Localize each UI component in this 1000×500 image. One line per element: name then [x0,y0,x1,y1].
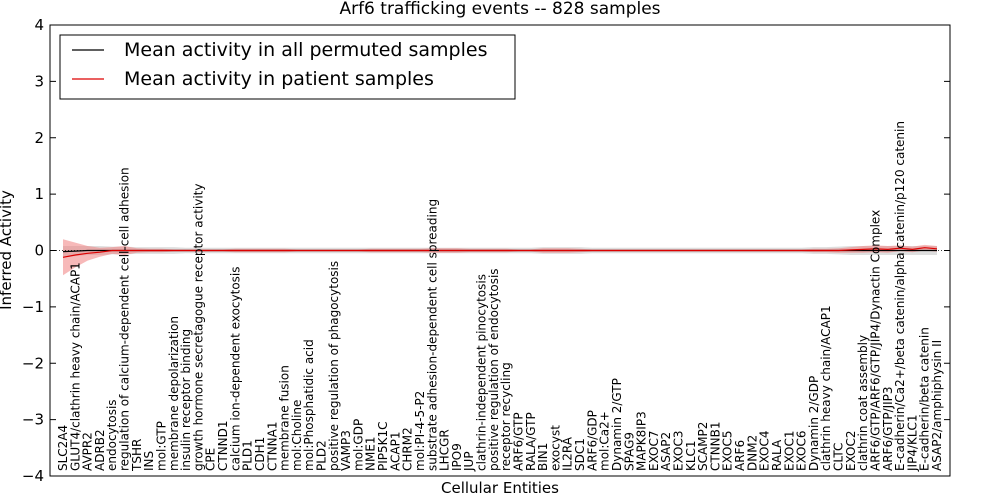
x-tick-label: mol:PI-4-5-P2 [413,391,427,471]
x-tick-label: EXOC5 [721,431,735,472]
x-tick-label: VAMP3 [339,430,353,471]
series-line-1 [62,247,938,258]
x-tick-label: SPAG9 [622,432,636,471]
x-tick-label: receptor recycling [499,362,513,471]
y-tick-label: −2 [22,354,44,372]
x-tick-label: mol:Ca2+ [598,411,612,471]
x-tick-label: CDH1 [253,437,267,471]
x-tick-label: ARF6/GTP/JIP3 [881,386,895,471]
x-tick-label: BIN1 [536,443,550,471]
y-tick-label: 2 [34,129,44,147]
x-tick-label: DNM2 [745,435,759,471]
x-tick-label: GLUT4/clathrin heavy chain/ACAP1 [68,262,82,471]
x-tick-label: ACAP1 [388,432,402,471]
y-tick-label: −1 [22,298,44,316]
x-tick-label: CTNND1 [216,420,230,471]
x-tick-label: CTNNA1 [265,421,279,471]
x-tick-label: ARF6/GTP/ARF6/GTP/JIP4/Dynactin Complex [869,210,883,471]
x-tick-label: mol:GTP [155,421,169,471]
x-tick-label: ASAP2 [659,432,673,471]
confidence-bands [63,239,937,276]
x-tick-label: INS [142,451,156,471]
x-tick-label: E-cadherin/Ca2+/beta catenin/alpha caten… [893,121,907,471]
x-tick-label: CHRM2 [401,427,415,471]
x-tick-label: ARF6/GTP [512,412,526,471]
x-tick-label: E-cadherin/beta catenin [918,327,932,471]
x-axis-label: Cellular Entities [441,479,559,497]
y-tick-label: 0 [34,242,44,260]
y-axis-label: Inferred Activity [0,190,15,310]
legend-label-0: Mean activity in all permuted samples [124,39,487,61]
y-tick-label: 3 [34,72,44,90]
x-tick-label: positive regulation of phagocytosis [327,261,341,471]
x-tick-label: ASAP2/amphiphysin II [930,340,944,471]
x-tick-label: positive regulation of endocytosis [487,268,501,471]
x-tick-label: IPO9 [450,443,464,471]
x-tick-label: EXOC1 [782,431,796,472]
x-tick-label: CTNNB1 [708,421,722,471]
legend-label-1: Mean activity in patient samples [124,68,434,90]
x-tick-label: SCAMP2 [696,422,710,471]
x-tick-label: AVPR2 [81,432,95,471]
x-tick-label: mol:Choline [290,400,304,471]
x-tick-label: insulin receptor binding [179,329,193,471]
x-tick-label: clathrin heavy chain/ACAP1 [819,305,833,471]
x-tick-label: IL2RA [561,436,575,471]
x-tick-label: exocyst [548,425,562,471]
x-tick-label: TSHR [130,439,144,472]
x-tick-label: SDC1 [573,438,587,471]
x-tick-label: PLD1 [241,440,255,471]
x-tick-label: EXOC4 [758,431,772,472]
x-tick-label: growth hormone secretagogue receptor act… [191,184,205,471]
legend-box [59,34,516,100]
legend: Mean activity in all permuted samples Mea… [59,34,516,100]
x-tick-label: EXOC7 [647,431,661,472]
x-tick-label: SLC2A4 [56,425,70,471]
x-tick-label: Dynamin 2/GDP [807,376,821,471]
x-tick-label: ARF6/GDP [585,410,599,471]
x-tick-label: clathrin coat assembly [856,335,870,471]
x-tick-label: PLD2 [315,440,329,471]
y-tick-label: −3 [22,411,44,429]
x-tick-label: JIP4/KLC1 [905,414,919,472]
plot-frame [49,24,951,477]
x-tick-label: RALA [770,439,784,471]
x-tick-label: EXOC6 [795,431,809,472]
x-tick-label: substrate adhesion-dependent cell spread… [425,199,439,471]
x-tick-label: membrane depolarization [167,316,181,471]
x-tick-label: JUP [462,451,476,472]
x-tick-label: NME1 [364,436,378,471]
x-tick-label: ARF6 [733,440,747,471]
x-tick-label: membrane fusion [278,365,292,471]
x-tick-label: EXOC3 [672,431,686,472]
x-tick-label: LHCGR [438,429,452,471]
x-tick-label: RALA/GTP [524,412,538,471]
y-tick-label: 1 [34,185,44,203]
x-tick-label: CPE [204,448,218,471]
series-lines [62,247,938,258]
x-tick-label: MAPK8IP3 [635,411,649,471]
x-tick-label: KLC1 [684,440,698,471]
x-tick-label: regulation of calcium-dependent cell-cel… [118,167,132,471]
y-tick-label: 4 [34,16,44,34]
x-tick-label: ADRB2 [93,429,107,471]
x-tick-label: endocytosis [105,399,119,471]
y-tick-label: −4 [22,467,44,485]
x-tick-label: mol:Phosphatidic acid [302,339,316,471]
x-tick-label: EXOC2 [844,431,858,472]
x-tick-label: PIP5K1C [376,421,390,471]
x-tick-label: CLTC [832,443,846,471]
x-tick-label: clathrin-independent pinocytosis [475,274,489,471]
x-tick-label: mol:GDP [351,419,365,471]
x-tick-label: Dynamin 2/GTP [610,378,624,471]
x-tick-label: calcium ion-dependent exocytosis [228,267,242,472]
chart-title: Arf6 trafficking events -- 828 samples [339,0,660,19]
